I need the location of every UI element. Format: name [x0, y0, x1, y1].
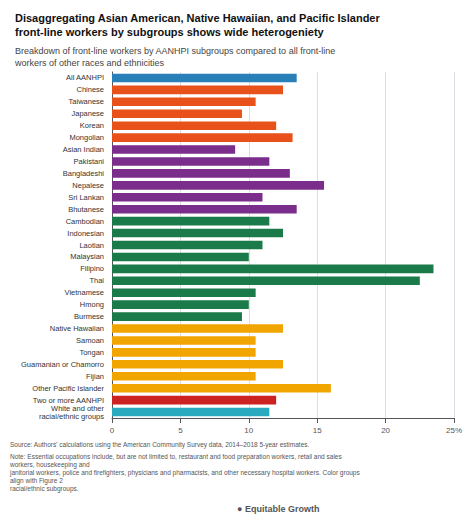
svg-text:Note: Essential occupations in: Note: Essential occupations include, but… — [10, 453, 344, 461]
svg-text:5: 5 — [178, 426, 183, 435]
svg-text:Korean: Korean — [80, 121, 104, 130]
svg-text:workers of other races and eth: workers of other races and ethnicities — [14, 58, 165, 68]
svg-text:20: 20 — [381, 426, 390, 435]
svg-text:Source: Authors' calculations: Source: Authors' calculations using the … — [10, 441, 310, 449]
svg-text:25%: 25% — [446, 426, 462, 435]
svg-text:Sri Lankan: Sri Lankan — [68, 193, 104, 202]
svg-text:Taiwanese: Taiwanese — [69, 97, 104, 106]
svg-text:racial/ethnic subgroups.: racial/ethnic subgroups. — [10, 485, 79, 493]
svg-text:Mongolian: Mongolian — [69, 133, 104, 142]
svg-text:Cambodian: Cambodian — [66, 217, 104, 226]
svg-text:Bhutanese: Bhutanese — [68, 205, 104, 214]
svg-text:Japanese: Japanese — [71, 109, 104, 118]
svg-text:Two or more AANHPI: Two or more AANHPI — [32, 395, 104, 405]
svg-text:Nepalese: Nepalese — [72, 181, 104, 190]
svg-text:Disaggregating Asian American,: Disaggregating Asian American, Native Ha… — [15, 12, 380, 24]
svg-text:Thai: Thai — [89, 276, 104, 285]
svg-text:Other Pacific Islander: Other Pacific Islander — [32, 384, 104, 393]
svg-text:Samoan: Samoan — [76, 336, 104, 345]
svg-text:Malaysian: Malaysian — [70, 252, 104, 261]
svg-text:workers, housekeeping and: workers, housekeeping and — [9, 461, 90, 469]
svg-text:White and other: White and other — [51, 403, 104, 413]
svg-text:Vietnamese: Vietnamese — [65, 288, 104, 297]
svg-text:Burmese: Burmese — [74, 312, 104, 321]
svg-text:Native Hawaiian: Native Hawaiian — [50, 324, 104, 333]
svg-text:align with Figure 2: align with Figure 2 — [10, 477, 63, 485]
svg-text:racial/ethnic groups: racial/ethnic groups — [39, 412, 104, 421]
svg-text:Chinese: Chinese — [76, 85, 104, 94]
svg-text:All AANHPI: All AANHPI — [66, 73, 104, 82]
svg-text:Fijian: Fijian — [86, 372, 104, 381]
svg-text:15: 15 — [313, 426, 322, 435]
svg-text:Tongan: Tongan — [79, 348, 104, 357]
svg-text:10: 10 — [244, 426, 253, 435]
svg-text:Breakdown of front-line worker: Breakdown of front-line workers by AANHP… — [15, 46, 335, 56]
svg-text:Indonesian: Indonesian — [67, 229, 104, 238]
svg-text:● Equitable Growth: ● Equitable Growth — [237, 504, 319, 514]
svg-text:Asian Indian: Asian Indian — [63, 145, 104, 154]
svg-text:Bangladeshi: Bangladeshi — [63, 169, 105, 178]
svg-text:front-line workers by subgroup: front-line workers by subgroups shows wi… — [15, 26, 325, 38]
svg-text:Guamanian or Chamorro: Guamanian or Chamorro — [21, 360, 104, 369]
svg-text:Pakistani: Pakistani — [74, 157, 105, 166]
svg-text:janitorial workers, police and: janitorial workers, police and firefight… — [9, 469, 362, 477]
svg-text:Hmong: Hmong — [80, 300, 104, 309]
svg-text:Laotian: Laotian — [79, 241, 104, 250]
svg-text:Filipino: Filipino — [80, 264, 104, 273]
svg-text:0: 0 — [110, 426, 115, 435]
